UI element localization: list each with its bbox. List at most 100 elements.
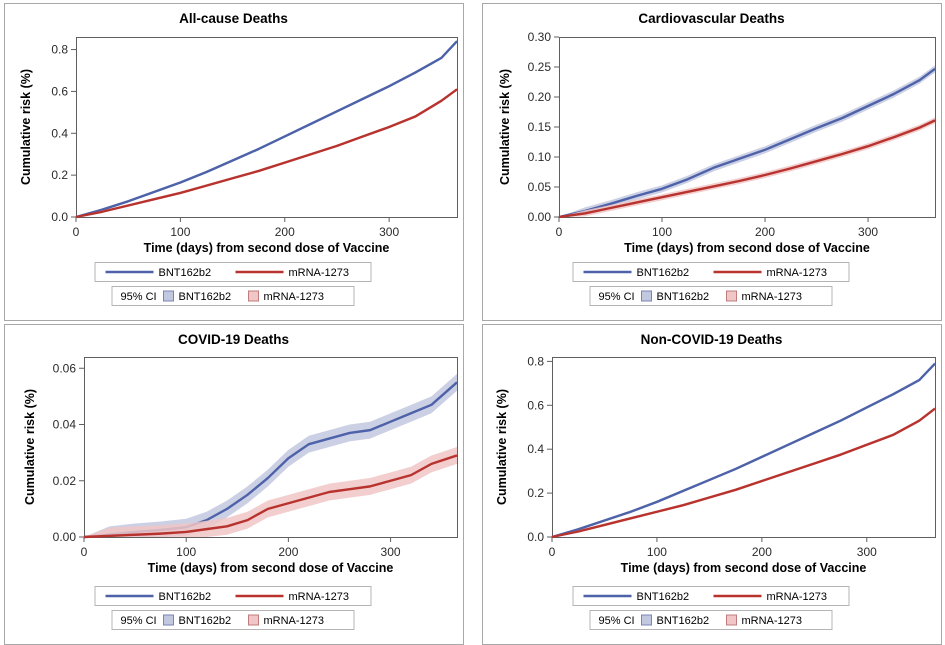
legend-series xyxy=(94,586,372,606)
y-tick-label: 0.06 xyxy=(53,361,77,375)
y-tick-label: 0.8 xyxy=(51,43,68,57)
panel-frame xyxy=(482,3,942,321)
x-tick-label: 300 xyxy=(857,545,877,559)
x-axis-title: Time (days) from second dose of Vaccine xyxy=(621,561,867,575)
x-tick-label: 0 xyxy=(549,545,556,559)
y-tick-label: 0.20 xyxy=(528,90,552,104)
legend-ci-label: 95% CI xyxy=(599,291,635,303)
series-line-bnt162b2 xyxy=(558,67,936,219)
legend-series xyxy=(572,262,850,282)
x-axis-title: Time (days) from second dose of Vaccine xyxy=(148,561,394,575)
x-tick-label: 200 xyxy=(752,545,772,559)
legend-ci-swatch-mrna-1273 xyxy=(726,614,737,626)
panel-frame xyxy=(4,3,464,321)
ci-band-mrna-1273 xyxy=(84,447,457,537)
series-line-bnt162b2 xyxy=(551,362,936,539)
chart-title: COVID-19 Deaths xyxy=(178,332,289,347)
series-line-mrna-1273 xyxy=(551,407,936,539)
legend-series xyxy=(94,262,372,282)
series-line-mrna-1273 xyxy=(558,119,936,219)
x-tick-label: 300 xyxy=(858,225,878,239)
legend-ci-swatch-bnt162b2 xyxy=(641,290,652,302)
y-tick-label: 0.0 xyxy=(527,530,544,544)
y-tick-label: 0.10 xyxy=(528,150,552,164)
legend-ci-swatch-bnt162b2 xyxy=(641,614,652,626)
plot-area xyxy=(76,37,458,218)
legend-ci-label: 95% CI xyxy=(121,615,157,627)
legend-ci-label-bnt162b2: BNT162b2 xyxy=(179,291,232,303)
x-tick-label: 200 xyxy=(278,545,298,559)
y-tick-label: 0.25 xyxy=(528,60,552,74)
x-tick-label: 200 xyxy=(755,225,775,239)
chart-title: Non-COVID-19 Deaths xyxy=(641,332,783,347)
legend-ci-swatch-mrna-1273 xyxy=(726,290,737,302)
y-axis-title: Cumulative risk (%) xyxy=(495,389,509,505)
x-tick-label: 100 xyxy=(170,225,190,239)
legend-ci-label-mrna-1273: mRNA-1273 xyxy=(742,615,803,627)
legend-ci-label-bnt162b2: BNT162b2 xyxy=(179,615,232,627)
chart-title: Cardiovascular Deaths xyxy=(638,11,784,26)
y-tick-label: 0.6 xyxy=(527,398,544,412)
legend-label-bnt162b2: BNT162b2 xyxy=(159,591,212,603)
legend-ci-label: 95% CI xyxy=(121,291,157,303)
plot-area xyxy=(552,357,936,538)
x-axis-title: Time (days) from second dose of Vaccine xyxy=(624,241,870,255)
y-tick-label: 0.0 xyxy=(51,210,68,224)
y-tick-label: 0.00 xyxy=(528,210,552,224)
legend-series xyxy=(572,586,850,606)
legend-label-bnt162b2: BNT162b2 xyxy=(159,267,212,279)
y-tick-label: 0.30 xyxy=(528,30,552,44)
y-tick-label: 0.02 xyxy=(53,474,77,488)
y-tick-label: 0.05 xyxy=(528,180,552,194)
y-tick-label: 0.4 xyxy=(51,126,68,140)
chart-panel-2: Cardiovascular Deaths 0.00 0.05 0.10 0.15 0.2… xyxy=(482,3,942,321)
x-tick-label: 300 xyxy=(379,225,399,239)
x-tick-label: 200 xyxy=(275,225,295,239)
legend-ci-label-bnt162b2: BNT162b2 xyxy=(657,291,710,303)
legend-ci-label-mrna-1273: mRNA-1273 xyxy=(742,291,803,303)
legend-label-bnt162b2: BNT162b2 xyxy=(637,267,690,279)
ci-band-mrna-1273 xyxy=(76,88,457,218)
series-line-mrna-1273 xyxy=(75,88,458,219)
legend-label-bnt162b2: BNT162b2 xyxy=(637,591,690,603)
chart-title: All-cause Deaths xyxy=(179,11,288,26)
legend-ci-swatch-mrna-1273 xyxy=(248,614,259,626)
y-tick-label: 0.8 xyxy=(527,354,544,368)
legend-label-mrna-1273: mRNA-1273 xyxy=(289,591,350,603)
y-tick-label: 0.04 xyxy=(53,418,77,432)
ci-band-bnt162b2 xyxy=(76,39,457,217)
y-tick-label: 0.2 xyxy=(51,168,68,182)
legend-label-mrna-1273: mRNA-1273 xyxy=(767,591,828,603)
legend-ci-swatch-mrna-1273 xyxy=(248,290,259,302)
y-tick-label: 0.00 xyxy=(53,530,77,544)
y-tick-label: 0.6 xyxy=(51,84,68,98)
legend-ci-swatch-bnt162b2 xyxy=(163,290,174,302)
y-tick-label: 0.4 xyxy=(527,442,544,456)
x-tick-label: 0 xyxy=(81,545,88,559)
chart-panel-3: COVID-19 Deaths 0.00 0.02 0.04 0.06 0 100 200 30… xyxy=(4,324,464,645)
legend-label-mrna-1273: mRNA-1273 xyxy=(767,267,828,279)
series-line-mrna-1273 xyxy=(83,454,458,539)
legend-ci-label-mrna-1273: mRNA-1273 xyxy=(264,291,325,303)
y-axis-title: Cumulative risk (%) xyxy=(19,69,33,185)
y-tick-label: 0.2 xyxy=(527,486,544,500)
plot-area xyxy=(84,357,458,538)
ci-band-mrna-1273 xyxy=(552,407,935,537)
series-line-bnt162b2 xyxy=(75,40,458,219)
x-tick-label: 0 xyxy=(556,225,563,239)
x-axis-title: Time (days) from second dose of Vaccine xyxy=(144,241,390,255)
chart-panel-1: All-cause Deaths 0.0 0.2 0.4 0.6 0.8 0 100 200 30… xyxy=(4,3,464,321)
chart-panel-4: Non-COVID-19 Deaths 0.0 0.2 0.4 0.6 0.8 0 100 20… xyxy=(482,324,942,645)
x-tick-label: 100 xyxy=(647,545,667,559)
legend-ci-label-bnt162b2: BNT162b2 xyxy=(657,615,710,627)
y-tick-label: 0.15 xyxy=(528,120,552,134)
legend-ci-swatch-bnt162b2 xyxy=(163,614,174,626)
x-tick-label: 0 xyxy=(73,225,80,239)
legend-label-mrna-1273: mRNA-1273 xyxy=(289,267,350,279)
x-tick-label: 300 xyxy=(381,545,401,559)
plot-area xyxy=(559,37,936,218)
legend-ci-label-mrna-1273: mRNA-1273 xyxy=(264,615,325,627)
y-axis-title: Cumulative risk (%) xyxy=(23,389,37,505)
legend-ci-label: 95% CI xyxy=(599,615,635,627)
